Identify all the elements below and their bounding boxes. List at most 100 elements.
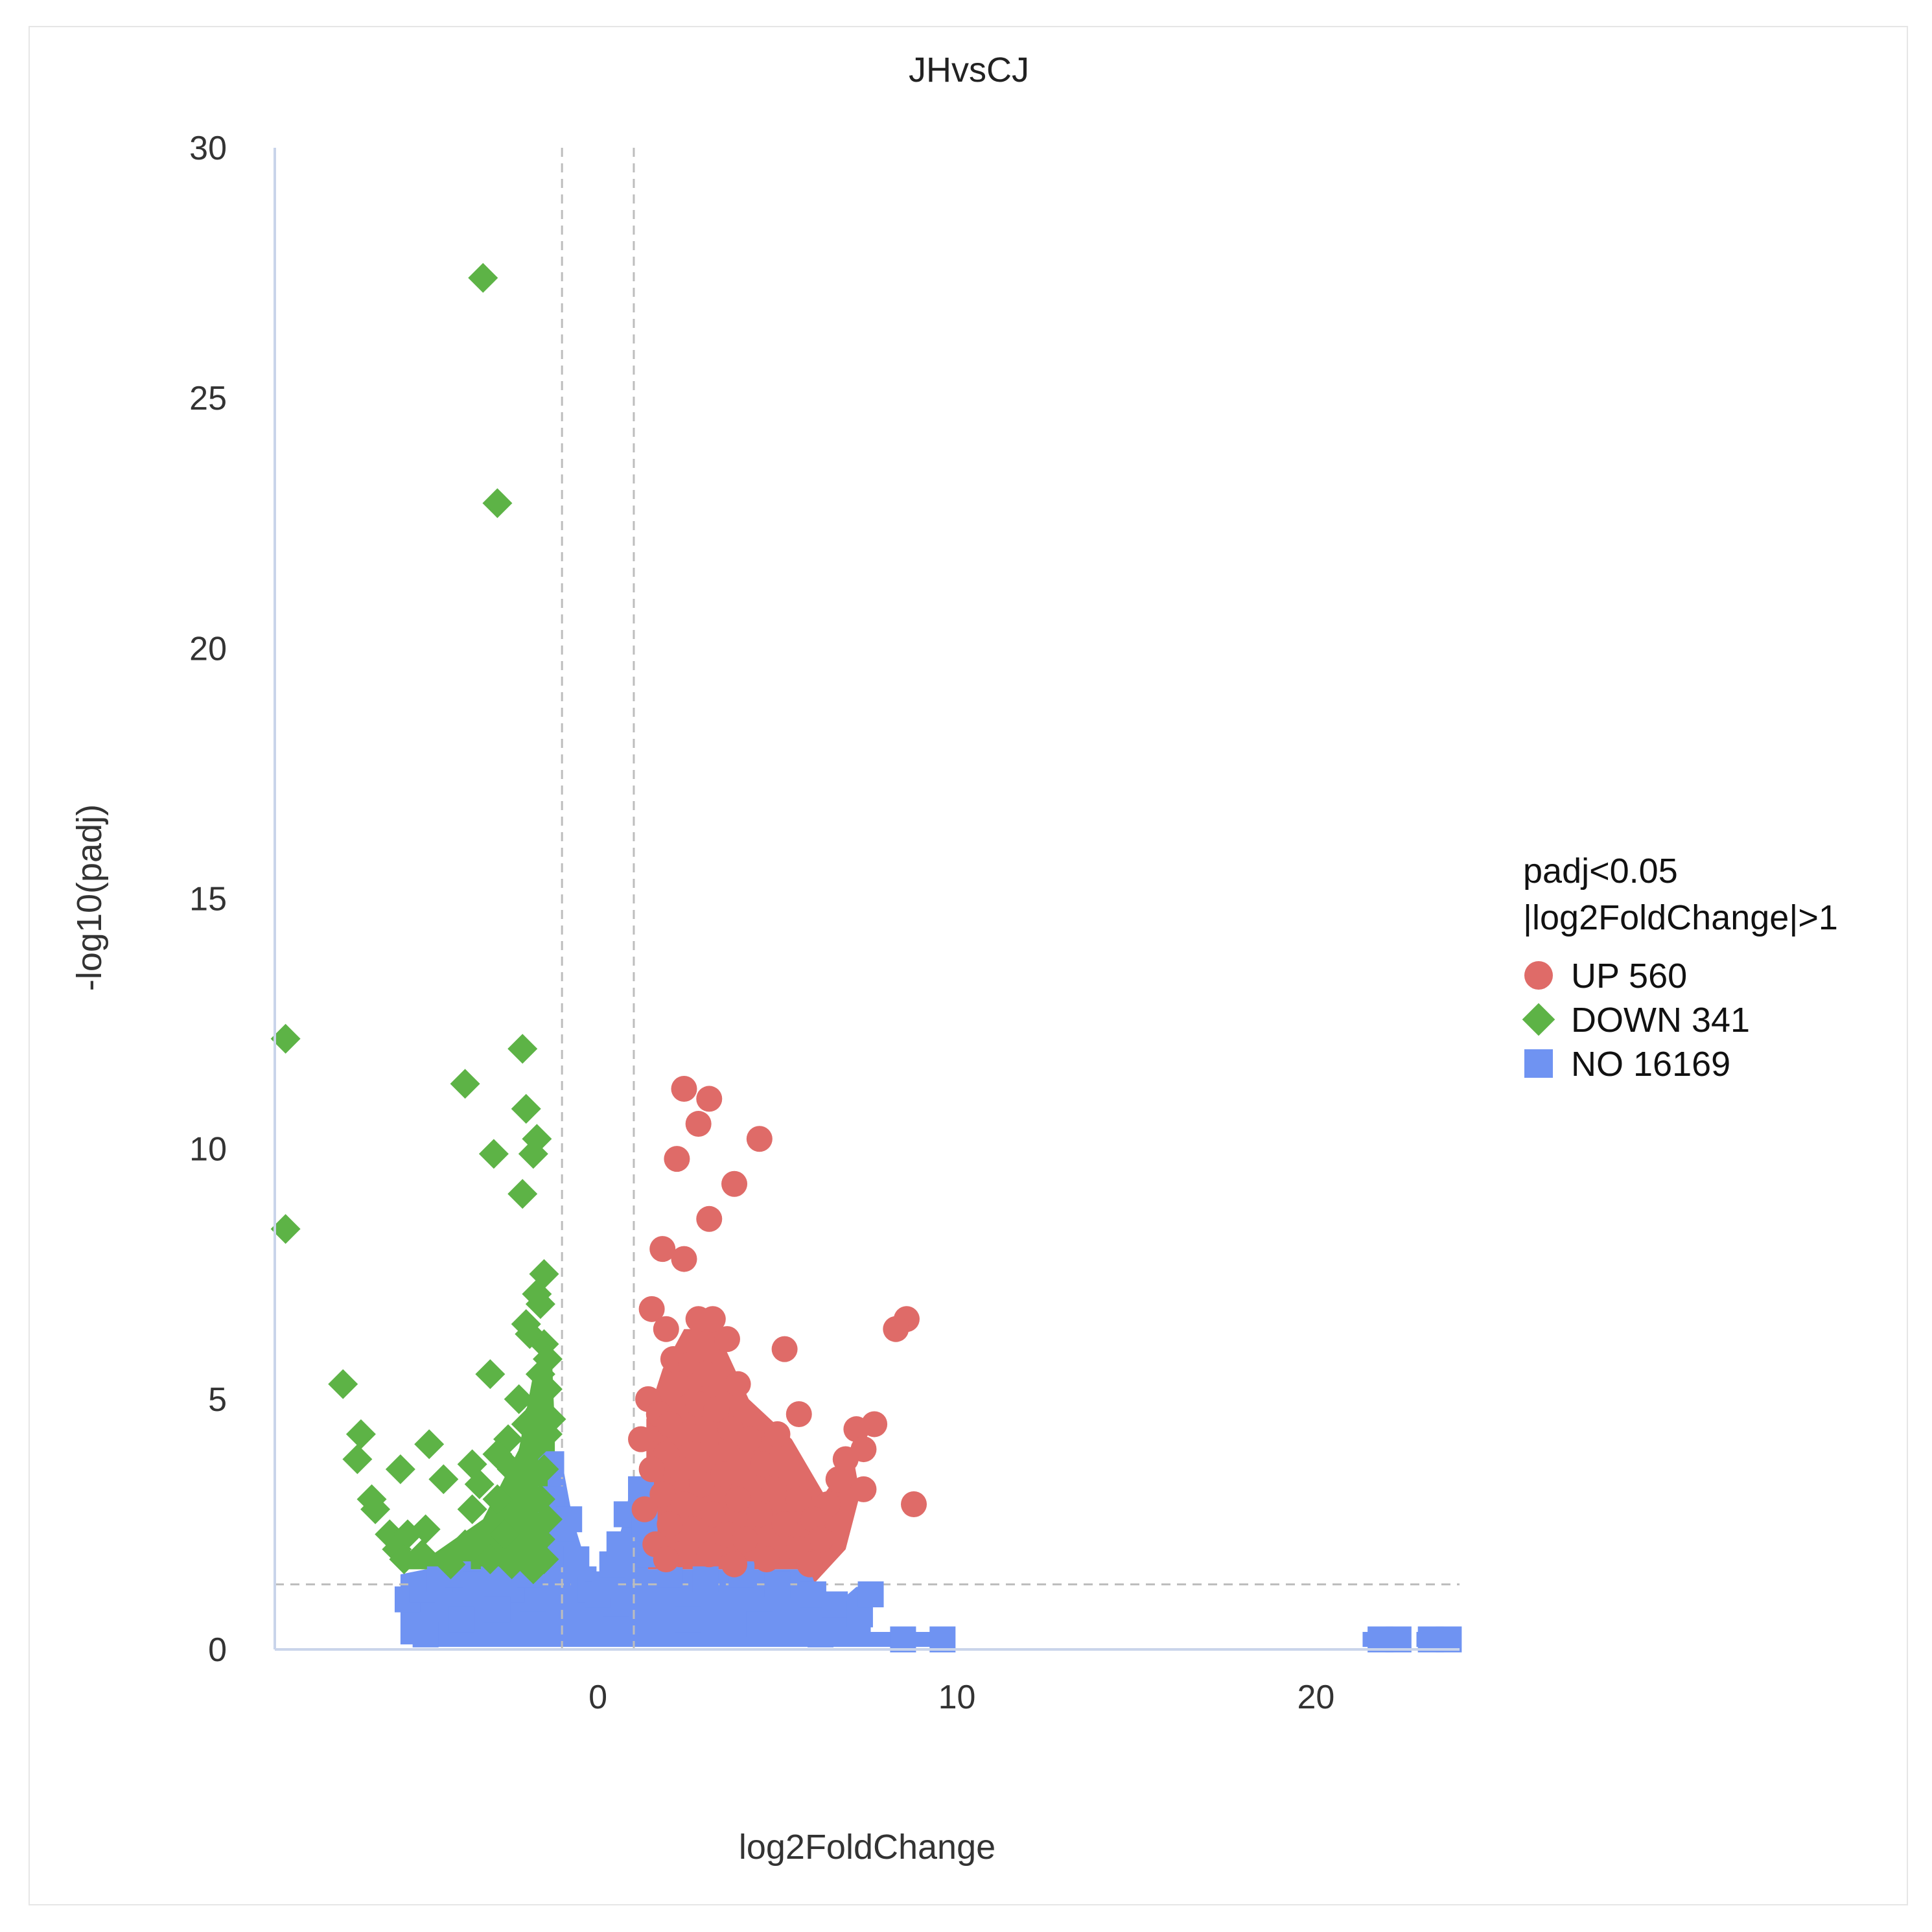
square-point (1385, 1626, 1412, 1653)
diamond-point (464, 1469, 495, 1500)
diamond-point (389, 1544, 419, 1574)
diamond-point (475, 1359, 506, 1390)
circle-point (638, 1456, 665, 1482)
legend-up-label: UP 560 (1571, 957, 1687, 995)
square-point (675, 1606, 701, 1633)
circle-point (671, 1491, 697, 1518)
diamond-point (518, 1554, 548, 1585)
diamond-point (507, 1034, 538, 1064)
circle-point (689, 1471, 716, 1498)
diamond-point (504, 1384, 534, 1414)
legend-entries: UP 560 DOWN 341 NO 16169 (1522, 957, 1750, 1084)
circle-point (699, 1501, 726, 1528)
square-point (746, 1611, 773, 1638)
circle-point (883, 1316, 909, 1342)
square-point (822, 1591, 848, 1618)
circle-point (653, 1546, 679, 1572)
circle-point (807, 1526, 833, 1553)
diamond-point (518, 1434, 548, 1465)
circle-point (664, 1371, 690, 1397)
square-point (692, 1566, 719, 1592)
circle-point (746, 1126, 773, 1152)
diamond-point (428, 1464, 459, 1495)
square-point (764, 1571, 791, 1598)
circle-point (736, 1426, 762, 1452)
circle-point (760, 1476, 787, 1502)
circle-point (657, 1511, 683, 1537)
circle-point (732, 1526, 758, 1553)
chart-frame (29, 26, 1908, 1905)
y-tick-label: 10 (189, 1131, 227, 1169)
y-tick-label: 0 (208, 1631, 227, 1669)
diamond-point (468, 262, 498, 293)
diamond-point (482, 488, 513, 518)
square-point (929, 1626, 956, 1653)
circle-point (653, 1316, 679, 1342)
square-point (1436, 1626, 1462, 1653)
circle-point (825, 1466, 852, 1493)
square-point (448, 1606, 475, 1633)
circle-point (649, 1236, 676, 1263)
diamond-point (342, 1444, 373, 1474)
diamond-point (270, 1214, 301, 1244)
circle-point (832, 1446, 859, 1472)
circle-point (703, 1396, 730, 1423)
square-point (857, 1581, 884, 1608)
circle-point (671, 1075, 697, 1102)
circle-point (901, 1491, 927, 1518)
legend-title-line-1: padj<0.05 (1523, 852, 1678, 890)
diamond-point (482, 1484, 513, 1515)
legend-down-label: DOWN 341 (1571, 1001, 1750, 1040)
diamond-point (529, 1454, 559, 1484)
circle-point (771, 1336, 798, 1362)
circle-point (843, 1416, 870, 1443)
series-square (394, 1451, 1462, 1653)
diamond-point (478, 1139, 509, 1169)
circle-point (764, 1421, 791, 1447)
legend-no-square-icon (1524, 1049, 1553, 1078)
diamond-point (457, 1494, 487, 1524)
circle-point (746, 1501, 773, 1528)
x-axis-title: log2FoldChange (739, 1828, 995, 1867)
y-tick-label: 30 (189, 130, 227, 167)
legend-down-diamond-icon (1522, 1003, 1555, 1036)
diamond-point (270, 1023, 301, 1054)
circle-point (667, 1456, 693, 1482)
legend: padj<0.05 |log2FoldChange|>1 UP 560 DOWN … (1522, 852, 1838, 1084)
legend-up-circle-icon (1524, 961, 1553, 990)
y-tick-label: 25 (189, 380, 227, 417)
circle-point (721, 1551, 748, 1577)
square-point (606, 1531, 633, 1557)
square-point (603, 1616, 629, 1643)
diamond-point (328, 1369, 358, 1399)
circle-point (685, 1111, 712, 1137)
circle-point (699, 1306, 726, 1333)
diamond-point (511, 1093, 541, 1124)
square-point (520, 1611, 546, 1638)
circle-point (682, 1516, 708, 1542)
circle-point (786, 1486, 812, 1513)
circle-point (800, 1506, 826, 1533)
diamond-point (345, 1419, 376, 1449)
circle-point (696, 1086, 723, 1112)
diamond-point (475, 1544, 506, 1574)
diamond-point (496, 1454, 527, 1484)
legend-title-line-2: |log2FoldChange|>1 (1523, 898, 1838, 937)
y-tick-label: 5 (208, 1381, 227, 1419)
diamond-point (507, 1179, 538, 1209)
y-tick-label: 15 (189, 881, 227, 918)
circle-point (649, 1481, 676, 1507)
x-tick-labels: 0 10 20 (588, 1679, 1334, 1716)
circle-point (631, 1496, 658, 1522)
circle-point (721, 1170, 748, 1197)
circle-point (671, 1246, 697, 1272)
diamond-point (360, 1494, 391, 1524)
diamond-point (525, 1289, 555, 1320)
circle-point (664, 1146, 690, 1172)
y-tick-labels: 0 5 10 15 20 25 30 (189, 130, 227, 1669)
circle-point (725, 1486, 751, 1513)
y-axis-title: -log10(padj) (70, 804, 109, 991)
diamond-point (450, 1529, 480, 1559)
diamond-point (385, 1454, 415, 1484)
